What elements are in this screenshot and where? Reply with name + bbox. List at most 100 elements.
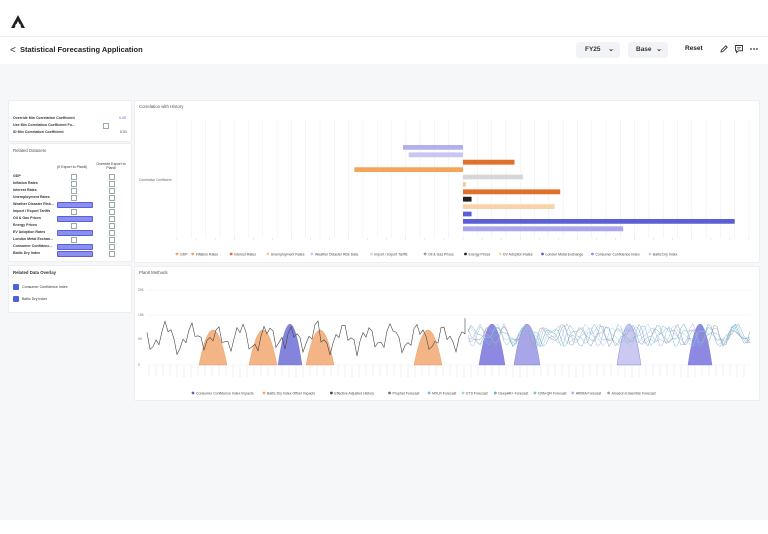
legend-label: Consumer Confidence Index	[595, 252, 640, 256]
correlation-bar	[402, 145, 463, 150]
back-chevron-icon[interactable]: <	[10, 45, 16, 56]
dataset-weight-input[interactable]	[57, 244, 93, 250]
dataset-row-label: Consumer Confidenc...	[13, 244, 53, 248]
correlation-bar	[408, 152, 463, 158]
dataset-row-label: EV Adoption Rates	[13, 230, 46, 234]
edit-pencil-icon[interactable]	[719, 44, 729, 54]
override-export-checkbox[interactable]	[109, 216, 115, 222]
legend-label: Amazon Ensemble Forecast	[612, 391, 656, 395]
fiscal-year-value: FY25	[585, 46, 601, 53]
legend-swatch	[648, 252, 652, 256]
dataset-row-label: Energy Prices	[13, 223, 37, 227]
override-export-checkbox[interactable]	[109, 223, 115, 229]
override-export-checkbox[interactable]	[109, 209, 115, 215]
legend-swatch	[464, 252, 467, 256]
panel-title: Related Data Overlay	[13, 270, 56, 275]
legend-label: Consumer Confidence Index Impacts	[196, 391, 254, 395]
dataset-row-label: Unemployment Rates	[13, 195, 50, 199]
legend-swatch	[498, 252, 502, 256]
chart-title: Plan8 Methods	[139, 270, 168, 275]
overlay-label: Consumer Confidence Index	[22, 285, 68, 289]
override-export-checkbox[interactable]	[109, 230, 115, 236]
baltic-dry-impact-area	[413, 329, 443, 366]
legend-swatch	[591, 252, 594, 256]
fiscal-year-select[interactable]: FY25 ⌄	[576, 42, 620, 58]
setting-label: Use Min Correlation Coefficient Fo...	[13, 123, 75, 127]
dataset-row-label: Inflation Rates	[13, 181, 38, 185]
related-data-overlay-panel: Related Data Overlay Consumer Confidence…	[8, 265, 132, 313]
override-export-checkbox[interactable]	[109, 237, 115, 243]
legend-label: Prophet Forecast	[393, 391, 420, 395]
override-export-checkbox[interactable]	[109, 244, 115, 250]
legend-label: Effective Adjusted History	[334, 391, 374, 395]
consumer-confidence-impact-area	[687, 324, 713, 366]
dataset-weight-input[interactable]	[57, 251, 93, 257]
panel-title: Related Datasets	[13, 148, 46, 153]
reset-button[interactable]: Reset	[685, 45, 703, 52]
correlation-bar	[463, 219, 735, 224]
export-checkbox[interactable]	[71, 188, 77, 194]
column-header: Override Export to Plan8	[96, 162, 126, 170]
override-export-checkbox[interactable]	[109, 174, 115, 180]
export-checkbox[interactable]	[71, 237, 77, 243]
correlation-bar	[463, 159, 515, 165]
override-export-checkbox[interactable]	[109, 195, 115, 201]
override-export-checkbox[interactable]	[109, 181, 115, 187]
setting-value[interactable]: 0.01	[120, 130, 127, 134]
overlay-checkbox[interactable]	[13, 296, 19, 302]
methods-line-chart: 20K 10K 5K 0 Consumer Confidence Index Impac…	[138, 288, 751, 395]
legend-label: ARIMA Forecast	[576, 391, 602, 395]
correlation-bar	[463, 204, 555, 209]
y-tick-label: 10K	[138, 313, 145, 317]
export-checkbox[interactable]	[71, 174, 77, 180]
dataset-row-label: Oil & Gas Prices	[13, 216, 41, 220]
override-export-checkbox[interactable]	[109, 251, 115, 257]
legend-label: Weather Disaster Risk Data	[315, 252, 358, 256]
legend-label: ETS Forecast	[466, 391, 487, 395]
legend-label: London Metal Exchange	[546, 252, 584, 256]
dataset-row-label: Import / Export Tariffs	[13, 209, 51, 213]
app-logo-icon[interactable]	[11, 15, 25, 28]
column-header: (If Export to Plan8)	[57, 165, 87, 169]
legend-swatch	[541, 252, 544, 256]
baltic-dry-impact-area	[248, 329, 278, 366]
correlation-bar	[463, 211, 472, 217]
override-export-checkbox[interactable]	[109, 202, 115, 208]
overlay-label: Baltic Dry Index	[22, 297, 48, 301]
legend-label: Inflation Rates	[196, 252, 219, 256]
correlation-bar	[463, 196, 472, 202]
legend-label: Oil & Gas Prices	[428, 252, 454, 256]
version-select[interactable]: Base ⌄	[628, 42, 668, 58]
comment-icon[interactable]	[734, 44, 744, 54]
export-checkbox[interactable]	[71, 195, 77, 201]
correlation-bar	[463, 226, 624, 232]
legend-swatch	[533, 391, 537, 395]
workspace-canvas: Override Min Correlation Coefficient 0.0…	[0, 64, 768, 520]
legend-swatch	[607, 391, 610, 395]
overlay-checkbox[interactable]	[13, 284, 19, 290]
dataset-weight-input[interactable]	[57, 230, 93, 236]
more-options-icon[interactable]	[749, 44, 759, 54]
correlation-bar-chart: Correlation Coefficient GDP Inflation Rate…	[139, 119, 750, 256]
export-checkbox[interactable]	[71, 181, 77, 187]
export-checkbox[interactable]	[71, 223, 77, 229]
legend-swatch	[310, 252, 314, 256]
legend-swatch	[427, 391, 431, 395]
setting-label: Override Min Correlation Coefficient	[13, 116, 75, 120]
correlation-bar	[463, 182, 466, 187]
export-checkbox[interactable]	[71, 209, 77, 215]
override-export-checkbox[interactable]	[109, 188, 115, 194]
legend-label: CNN-QR Forecast	[538, 391, 567, 395]
forecast-line	[467, 323, 751, 347]
consumer-confidence-impact-area	[478, 324, 506, 366]
legend-label: EV Adoption Rates	[503, 252, 533, 256]
setting-label: ID Min Correlation Coefficient	[13, 130, 64, 134]
legend-swatch	[175, 252, 179, 256]
legend-label: Unemployment Rates	[271, 252, 305, 256]
setting-value[interactable]: 0.00	[119, 116, 126, 120]
baltic-dry-impact-area	[305, 329, 335, 366]
legend-swatch	[493, 391, 497, 395]
dataset-weight-input[interactable]	[57, 202, 93, 208]
setting-checkbox[interactable]	[103, 123, 109, 129]
dataset-weight-input[interactable]	[57, 216, 93, 222]
